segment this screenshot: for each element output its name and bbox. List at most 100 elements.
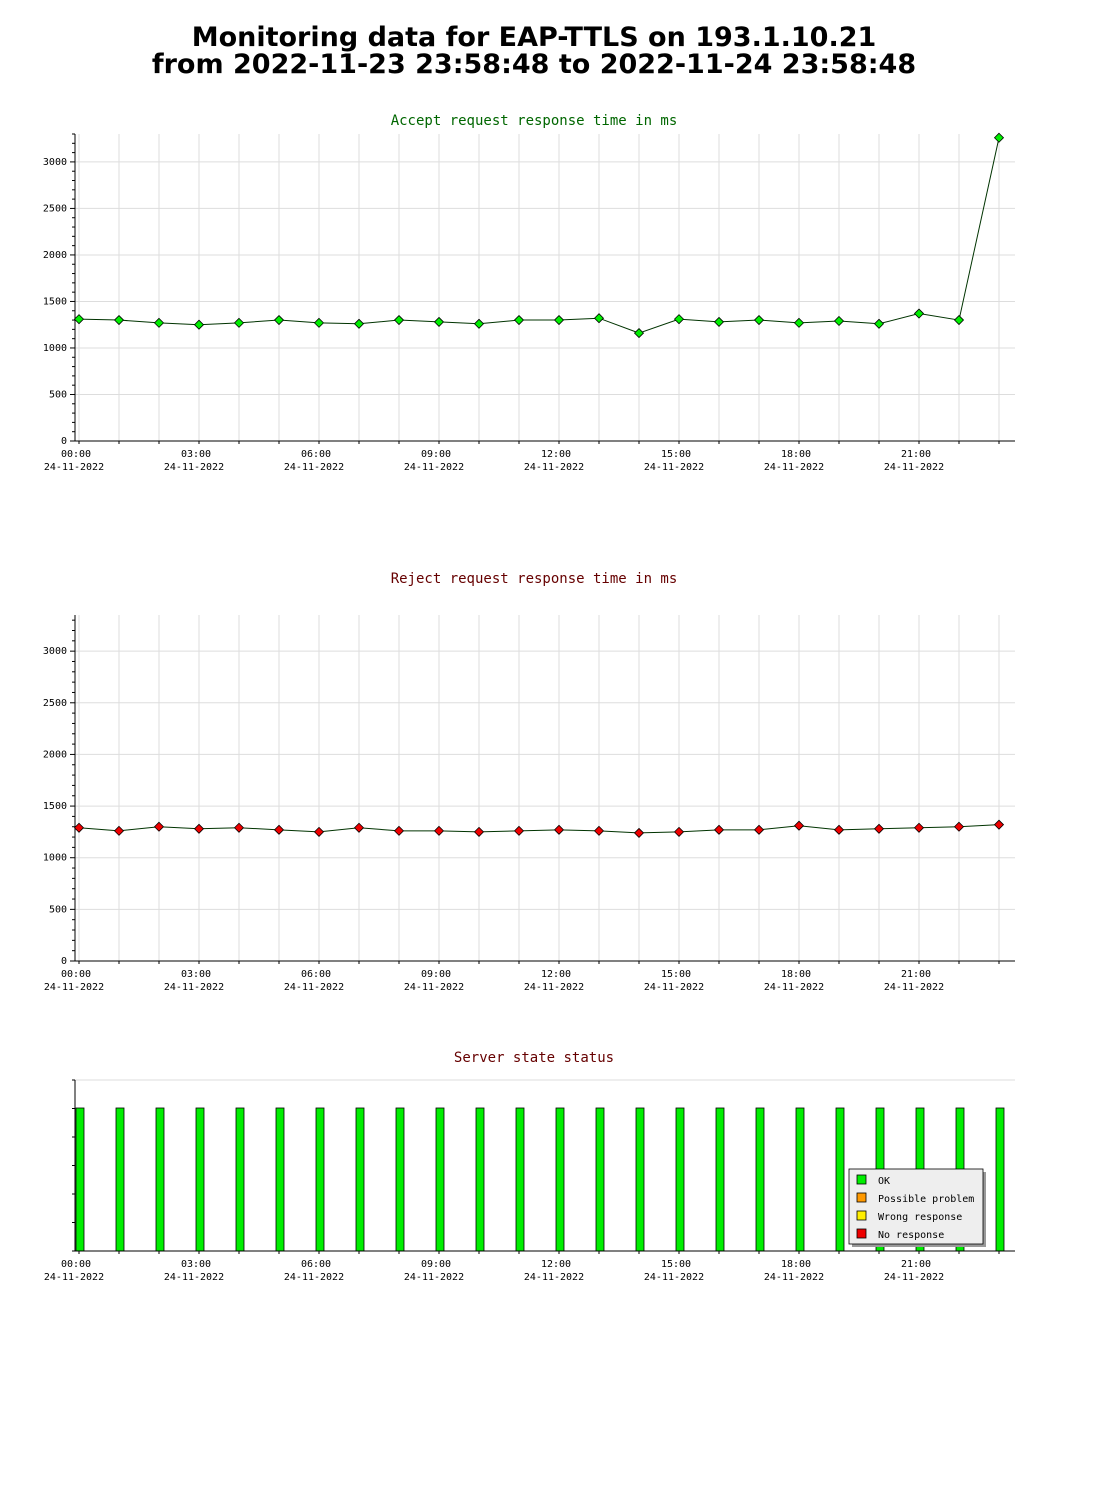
x-tick-label-date: 24-11-2022 [764,1272,824,1283]
x-tick-label-date: 24-11-2022 [644,462,704,473]
y-tick-label: 1000 [43,853,67,864]
data-point [273,824,285,835]
x-tick-label-time: 15:00 [661,449,691,460]
data-point [233,317,245,328]
y-tick-label: 1500 [43,801,67,812]
server-status-chart: 00:00 24-11-2022 03:00 24-11-2022 06:00 24-11… [44,1079,1015,1283]
status-bar [715,1107,725,1252]
x-tick-label-date: 24-11-2022 [164,982,224,993]
data-point [433,316,445,327]
data-point [833,824,845,835]
legend-label: OK [878,1176,890,1187]
status-bar [475,1107,485,1252]
status-chart-title: Server state status [453,1050,615,1066]
x-tick-label-time: 03:00 [181,449,211,460]
y-tick-label: 500 [49,389,67,400]
status-bar [675,1107,685,1252]
data-point [993,132,1005,143]
status-bar [275,1107,285,1252]
data-point [913,308,925,319]
data-point [513,825,525,836]
data-point [113,825,125,836]
x-tick-label-time: 18:00 [781,1259,811,1270]
x-tick-label-date: 24-11-2022 [44,462,104,473]
data-point [73,822,85,833]
x-tick-label-time: 09:00 [421,449,451,460]
data-point [273,314,285,326]
page-title-line-2: from 2022-11-23 23:58:48 to 2022-11-24 2… [151,49,917,80]
x-tick-label-date: 24-11-2022 [764,982,824,993]
data-point [313,826,325,837]
series-line [78,824,1000,834]
x-tick-label-time: 21:00 [901,449,931,460]
x-tick-label-date: 24-11-2022 [164,1272,224,1283]
x-tick-label-time: 03:00 [181,1259,211,1270]
data-point [193,823,205,834]
status-bar [75,1107,85,1252]
reject-chart-title: Reject request response time in ms [390,571,678,587]
x-tick-label-date: 24-11-2022 [44,1272,104,1283]
data-point [113,314,125,326]
data-point [673,826,685,837]
status-bar [635,1107,645,1252]
x-tick-label-date: 24-11-2022 [884,982,944,993]
x-tick-label-time: 00:00 [61,1259,91,1270]
reject-response-chart: 0 500 1000 1500 2000 2500 3000 00:00 24-11-2022 0… [43,615,1015,993]
x-tick-label-time: 06:00 [301,1259,331,1270]
x-tick-label-date: 24-11-2022 [404,1272,464,1283]
x-tick-label-time: 06:00 [301,969,331,980]
x-tick-label-date: 24-11-2022 [404,462,464,473]
status-bar [435,1107,445,1252]
accept-response-chart: 0 500 1000 1500 2000 2500 3000 00:00 24-11-2022 0… [43,132,1015,473]
status-bar [795,1107,805,1252]
y-tick-label: 2500 [43,203,67,214]
x-tick-label-date: 24-11-2022 [164,462,224,473]
status-bar [835,1107,845,1252]
data-point [873,318,885,329]
data-point [953,314,965,326]
x-tick-label-time: 09:00 [421,1259,451,1270]
status-bar [315,1107,325,1252]
data-point [233,822,245,833]
data-point [793,820,805,831]
status-bar [995,1107,1005,1252]
data-point [673,314,685,325]
legend-label: Possible problem [878,1194,974,1205]
x-tick-label-date: 24-11-2022 [524,462,584,473]
data-point [913,822,925,833]
y-tick-label: 1000 [43,343,67,354]
data-point [473,826,485,837]
x-tick-label-time: 12:00 [541,1259,571,1270]
x-tick-label-time: 03:00 [181,969,211,980]
data-point [193,319,205,330]
y-tick-label: 3000 [43,646,67,657]
data-point [833,315,845,327]
x-tick-label-date: 24-11-2022 [644,982,704,993]
status-bar [355,1107,365,1252]
page-title-line-1: Monitoring data for EAP-TTLS on 193.1.10… [191,22,877,53]
status-bar [115,1107,125,1252]
x-tick-label-time: 18:00 [781,449,811,460]
status-bar [395,1107,405,1252]
data-point [393,314,405,326]
y-tick-label: 1500 [43,296,67,307]
x-tick-label-time: 00:00 [61,969,91,980]
data-point [713,824,725,835]
x-tick-label-date: 24-11-2022 [524,982,584,993]
data-point [593,313,605,324]
data-point [553,314,565,326]
data-point [393,825,405,836]
status-bar [515,1107,525,1252]
status-bar [555,1107,565,1252]
x-tick-label-date: 24-11-2022 [524,1272,584,1283]
x-tick-label-time: 06:00 [301,449,331,460]
status-bar [155,1107,165,1252]
status-bar [195,1107,205,1252]
x-tick-label-date: 24-11-2022 [644,1272,704,1283]
data-point [713,316,725,327]
x-tick-label-date: 24-11-2022 [284,1272,344,1283]
data-point [633,328,645,339]
x-tick-label-time: 09:00 [421,969,451,980]
legend-swatch [856,1228,867,1239]
x-tick-label-time: 15:00 [661,1259,691,1270]
